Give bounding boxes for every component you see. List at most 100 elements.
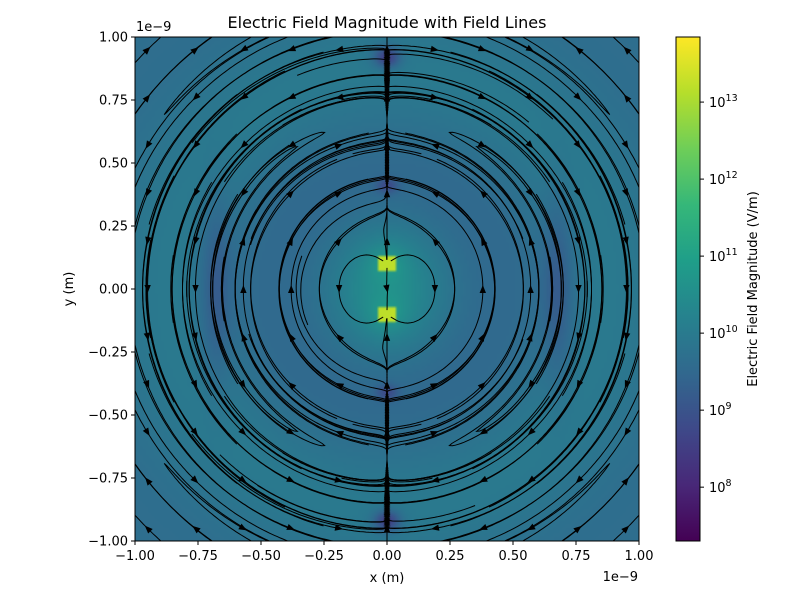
field-line-arrow (479, 427, 488, 435)
field-line-arrow (193, 140, 201, 149)
field-line (135, 342, 332, 541)
x-tick-label: −0.75 (178, 549, 218, 564)
field-line-arrow (621, 140, 629, 149)
field-line-arrow (429, 333, 438, 343)
field-line-arrow (622, 236, 629, 246)
field-line-arrow (575, 47, 584, 55)
field-line (504, 463, 611, 541)
field-line-arrow (527, 427, 536, 436)
x-axis-ticks: −1.00 −0.75 −0.50 −0.25 0.00 0.25 0.50 0.75 1.00 (115, 541, 653, 564)
field-line (135, 462, 213, 541)
y-axis-label: y (m) (62, 272, 77, 307)
field-line-arrow (525, 140, 534, 149)
field-line-arrow (621, 477, 629, 486)
field-line-arrow (430, 93, 439, 100)
field-line-arrow (335, 45, 344, 52)
field-line-arrow (430, 430, 439, 437)
field-line-arrow (287, 92, 297, 100)
colorbar-tick-label: 1011 (709, 247, 738, 265)
field-line-arrow (624, 427, 632, 437)
field-line-arrow (431, 143, 440, 150)
field-line-arrow (334, 524, 344, 531)
field-line-arrow (573, 92, 582, 101)
colorbar-tick-label: 109 (709, 401, 732, 419)
plot-area (134, 36, 640, 542)
x-tick-label: −0.50 (241, 549, 281, 564)
field-line-arrow (190, 475, 199, 484)
field-line-arrow (477, 140, 487, 148)
x-tick-label: 0.00 (373, 549, 402, 564)
field-line-arrow (286, 475, 295, 483)
chart-title: Electric Field Magnitude with Field Line… (228, 13, 547, 32)
x-tick-label: 0.25 (436, 549, 465, 564)
field-line (442, 37, 639, 236)
field-line-arrow (193, 236, 200, 245)
field-line-arrow (145, 236, 152, 246)
colorbar-gradient (676, 37, 700, 541)
field-line-arrow (143, 379, 150, 389)
field-line-arrow (527, 475, 536, 483)
field-line-arrow (525, 44, 535, 52)
field-line-arrow (528, 379, 536, 389)
field-line-arrow (238, 475, 247, 483)
y-tick-label: −0.50 (88, 409, 128, 424)
field-line-arrow (240, 285, 247, 293)
field-line-arrow (334, 238, 342, 247)
field-line-arrow (573, 140, 581, 149)
field-line-arrow (479, 475, 488, 483)
y-tick-label: 0.25 (99, 220, 128, 235)
field-line-arrow (574, 236, 581, 245)
field-line (561, 462, 639, 541)
field-line-arrow (477, 45, 487, 52)
y-tick-label: −0.75 (88, 472, 128, 487)
field-line-arrow (192, 285, 199, 293)
field-line-arrow (431, 191, 440, 198)
field-line-arrow (334, 143, 343, 150)
field-line-arrow (142, 427, 150, 437)
y-tick-label: 0.75 (99, 94, 128, 109)
field-line-arrow (479, 285, 486, 293)
field-line-arrow (288, 381, 297, 390)
field-line-arrow (624, 379, 631, 389)
field-line (504, 37, 611, 115)
field-line-arrow (575, 285, 582, 293)
colorbar-frame (675, 36, 701, 542)
field-line-arrow (621, 188, 628, 197)
field-line-arrow (432, 238, 440, 247)
colorbar: 108 109 1010 1011 1012 1013 Electric Field Ma… (675, 36, 761, 542)
field-line-arrow (239, 44, 249, 52)
field-line-arrow (190, 47, 199, 55)
field-line-arrow (336, 333, 345, 343)
y-tick-label: −1.00 (88, 535, 128, 550)
field-line-arrow (575, 475, 584, 484)
colorbar-tick-label: 1012 (709, 170, 738, 188)
y-tick-label: −0.25 (88, 346, 128, 361)
x-tick-label: −1.00 (115, 549, 155, 564)
y-axis-multiplier: 1e−9 (136, 20, 171, 35)
field-line-arrow (142, 46, 151, 55)
colorbar-tick-label: 1010 (709, 324, 738, 342)
field-line (135, 37, 332, 236)
y-tick-label: 0.00 (99, 283, 128, 298)
x-tick-label: 1.00 (625, 549, 654, 564)
field-line-arrow (383, 332, 391, 341)
field-line (135, 37, 336, 228)
field-line (442, 342, 639, 541)
field-line-arrow (335, 93, 344, 100)
field-line-arrow (527, 285, 534, 293)
field-line-arrow (145, 140, 153, 149)
x-tick-label: 0.50 (499, 549, 528, 564)
field-line-arrow (240, 92, 249, 100)
field-line-arrow (238, 427, 247, 436)
field-line-arrow (286, 190, 295, 199)
y-tick-label: 0.50 (99, 157, 128, 172)
x-axis-label: x (m) (370, 571, 405, 586)
field-line-arrow (240, 140, 249, 149)
field-line (438, 37, 639, 228)
field-line-arrow (238, 379, 246, 389)
x-tick-label: −0.25 (304, 549, 344, 564)
field-line (135, 37, 213, 115)
field-line-arrow (430, 524, 440, 531)
field-line-arrow (192, 92, 201, 101)
